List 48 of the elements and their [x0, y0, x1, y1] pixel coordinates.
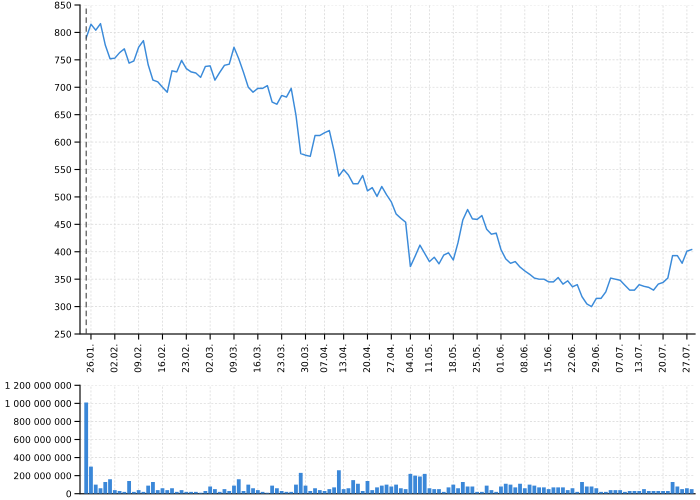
x-tick-label: 02.02.: [110, 344, 118, 372]
y-tick-label: 250: [54, 330, 72, 338]
y-tick-label: 400: [54, 248, 72, 256]
x-tick-label: 22.06.: [568, 344, 576, 372]
x-tick-label: 25.05.: [472, 344, 480, 372]
x-tick-label: 01.06.: [496, 344, 504, 372]
y-tick-label: 500: [54, 194, 72, 201]
y-tick-label: 850: [54, 2, 72, 9]
x-tick-label: 16.02.: [158, 344, 166, 372]
x-tick-label: 23.03.: [277, 344, 284, 372]
x-tick-label: 02.03.: [206, 344, 213, 372]
y-tick-label: 400 000 000: [14, 454, 72, 462]
x-tick-label: 09.03.: [230, 344, 237, 372]
x-tick-label: 29.06.: [592, 344, 599, 372]
y-tick-label: 600: [54, 138, 72, 146]
y-tick-label: 1 200 000 000: [6, 382, 72, 389]
x-tick-label: 18.05.: [449, 344, 456, 372]
x-tick-label: 07.07.: [616, 344, 623, 372]
line-series: [85, 22, 692, 308]
y-tick-label: 800 000 000: [14, 418, 72, 426]
x-tick-label: 11.05.: [425, 344, 432, 372]
x-tick-label: 15.06.: [544, 344, 552, 372]
x-tick-label: 09.02.: [134, 344, 142, 372]
y-tick-label: 0: [66, 490, 72, 498]
x-tick-label: 07.04.: [320, 344, 328, 372]
y-tick-label: 200 000 000: [14, 472, 72, 480]
y-tick-label: 450: [54, 221, 72, 228]
y-tick-label: 300: [54, 303, 72, 310]
x-tick-label: 30.03.: [301, 344, 308, 372]
x-tick-label: 08.06.: [520, 344, 528, 372]
y-tick-label: 350: [54, 276, 72, 283]
x-tick-label: 20.04.: [363, 344, 370, 372]
x-tick-label: 16.03.: [254, 344, 260, 372]
x-tick-label: 26.01.: [86, 344, 94, 372]
y-tick-label: 700: [54, 84, 72, 91]
x-tick-label: 27.07.: [682, 344, 690, 372]
x-tick-label: 23.02.: [182, 344, 189, 372]
y-tick-label: 550: [54, 166, 72, 174]
x-tick-label: 27.04.: [387, 344, 394, 372]
x-tick-label: 20.07.: [658, 344, 666, 372]
x-tick-label: 13.07.: [634, 344, 642, 372]
y-tick-label: 750: [54, 56, 72, 64]
y-tick-label: 1 000 000 000: [6, 400, 72, 407]
y-tick-label: 600 000 000: [14, 436, 72, 444]
y-tick-label: 650: [54, 111, 72, 118]
x-tick-label: 04.05.: [406, 344, 414, 372]
x-tick-label: 13.04.: [339, 344, 346, 372]
y-tick-label: 800: [54, 29, 72, 36]
